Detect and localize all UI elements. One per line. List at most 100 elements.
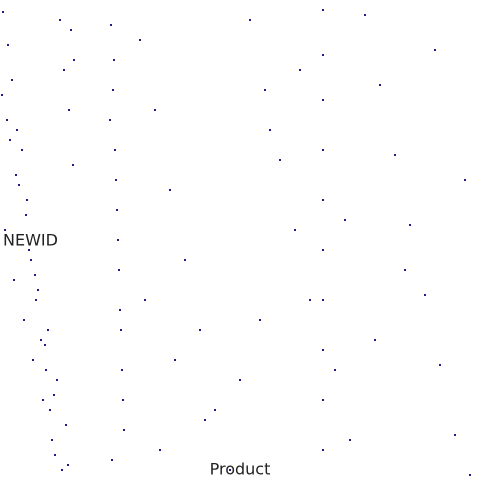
y-axis-label: NEWID xyxy=(3,231,58,250)
plot-area xyxy=(1,9,471,476)
nonzero-dot xyxy=(112,89,114,91)
nonzero-dot xyxy=(53,394,55,396)
nonzero-dot xyxy=(434,49,436,51)
nonzero-dot xyxy=(344,219,346,221)
nonzero-dot xyxy=(70,29,72,31)
nonzero-dot xyxy=(154,109,156,111)
nonzero-dot xyxy=(15,174,17,176)
nonzero-dot xyxy=(322,399,324,401)
nonzero-dot xyxy=(2,11,4,13)
nonzero-dot xyxy=(424,294,426,296)
nonzero-dot xyxy=(159,449,161,451)
nonzero-dot xyxy=(61,469,63,471)
nonzero-dot xyxy=(30,259,32,261)
nonzero-dot xyxy=(119,309,121,311)
nonzero-dot xyxy=(34,274,36,276)
nonzero-dot xyxy=(269,129,271,131)
nonzero-dot xyxy=(294,229,296,231)
nonzero-dot xyxy=(334,369,336,371)
nonzero-dot xyxy=(37,289,39,291)
nonzero-dot xyxy=(279,159,281,161)
nonzero-dot xyxy=(454,434,456,436)
nonzero-dot xyxy=(44,344,46,346)
nonzero-dot xyxy=(349,439,351,441)
nonzero-dot xyxy=(120,329,122,331)
nonzero-dot xyxy=(214,409,216,411)
nonzero-dot xyxy=(464,179,466,181)
nonzero-dot xyxy=(322,54,324,56)
nonzero-dot xyxy=(4,229,6,231)
nonzero-dot xyxy=(139,39,141,41)
nonzero-dot xyxy=(67,464,69,466)
nonzero-dot xyxy=(68,109,70,111)
nonzero-dot xyxy=(184,259,186,261)
nonzero-dot xyxy=(49,409,51,411)
nonzero-dot xyxy=(26,199,28,201)
nonzero-dot xyxy=(28,249,30,251)
nonzero-dot xyxy=(13,279,15,281)
nonzero-dot xyxy=(35,299,37,301)
nonzero-dot xyxy=(122,399,124,401)
nonzero-dot xyxy=(110,24,112,26)
nonzero-dot xyxy=(118,269,120,271)
nonzero-dot xyxy=(47,329,49,331)
nonzero-dot xyxy=(379,84,381,86)
nonzero-dot xyxy=(322,299,324,301)
nonzero-dot xyxy=(16,129,18,131)
nonzero-dot xyxy=(322,199,324,201)
nonzero-dot xyxy=(111,459,113,461)
nonzero-dot xyxy=(404,269,406,271)
nonzero-dot xyxy=(199,329,201,331)
nonzero-dot xyxy=(1,94,3,96)
nonzero-dot xyxy=(56,379,58,381)
nonzero-dot xyxy=(322,9,324,11)
nonzero-dot xyxy=(113,59,115,61)
nonzero-dot xyxy=(6,119,8,121)
nonzero-dot xyxy=(21,149,23,151)
nonzero-dot xyxy=(23,319,25,321)
nonzero-dot xyxy=(123,429,125,431)
nonzero-dot xyxy=(40,339,42,341)
nonzero-dot xyxy=(117,239,119,241)
nonzero-dot xyxy=(114,149,116,151)
nonzero-dot xyxy=(109,119,111,121)
nonzero-dot xyxy=(25,214,27,216)
nonzero-dot xyxy=(73,59,75,61)
nonzero-dot xyxy=(469,474,471,476)
nonzero-dot xyxy=(7,44,9,46)
nonzero-dot xyxy=(264,89,266,91)
nonzero-dot xyxy=(394,154,396,156)
nonzero-dot xyxy=(299,69,301,71)
nonzero-dot xyxy=(116,209,118,211)
nonzero-dot xyxy=(115,179,117,181)
nonzero-dot xyxy=(249,19,251,21)
x-axis-label: Product xyxy=(210,460,271,479)
nonzero-dot xyxy=(51,439,53,441)
nonzero-dot xyxy=(144,299,146,301)
nonzero-dot xyxy=(42,399,44,401)
nonzero-dot xyxy=(18,184,20,186)
nonzero-dot xyxy=(322,99,324,101)
nonzero-dot xyxy=(121,369,123,371)
nonzero-dot xyxy=(259,319,261,321)
nonzero-dot xyxy=(322,449,324,451)
nonzero-dot xyxy=(322,249,324,251)
nonzero-dot xyxy=(65,424,67,426)
nonzero-dot xyxy=(72,164,74,166)
nonzero-dot xyxy=(63,69,65,71)
nonzero-dot xyxy=(239,379,241,381)
nonzero-dot xyxy=(169,189,171,191)
nonzero-dot xyxy=(204,419,206,421)
nonzero-dot xyxy=(45,369,47,371)
nonzero-dot xyxy=(364,14,366,16)
nonzero-dot xyxy=(374,339,376,341)
nonzero-dot xyxy=(322,349,324,351)
nonzero-dot xyxy=(59,19,61,21)
nonzero-dot xyxy=(229,469,231,471)
nonzero-dot xyxy=(439,364,441,366)
nonzero-dot xyxy=(409,224,411,226)
nonzero-dot xyxy=(11,79,13,81)
nonzero-dot xyxy=(32,359,34,361)
nonzero-dot xyxy=(309,299,311,301)
